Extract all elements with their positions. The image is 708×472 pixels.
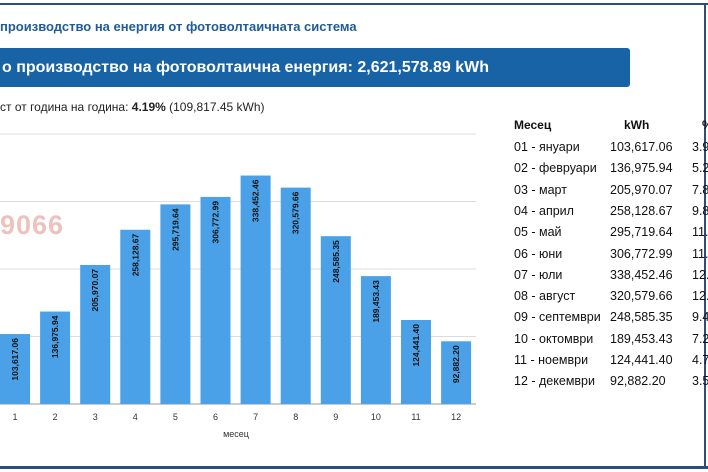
bar: [120, 229, 151, 404]
table-row: 01 - януари 103,617.06 3.9: [500, 140, 708, 161]
growth-prefix: ст от година на година:: [0, 100, 132, 114]
table-cell-kwh: 295,719.64: [610, 225, 673, 240]
table-cell-pct: 9.8: [692, 203, 708, 218]
x-axis-label: месец: [223, 429, 249, 439]
table-header-month: Месец: [514, 118, 552, 132]
table-cell-pct: 11.:: [692, 225, 708, 240]
table-header-pct: %: [702, 118, 708, 132]
growth-absolute: (109,817.45 kWh): [165, 100, 265, 114]
table-row: 07 - юли 338,452.46 12.9: [500, 268, 708, 289]
table-cell-month: 06 - юни: [514, 246, 563, 261]
bar-value-label: 103,617.06: [10, 338, 20, 381]
bar: [320, 236, 351, 404]
table-row: 02 - февруари 136,975.94 5.2: [500, 161, 708, 182]
table-cell-kwh: 306,772.99: [610, 246, 673, 261]
table-cell-pct: 9.4: [692, 310, 708, 325]
bar-value-label: 258,128.67: [130, 233, 140, 276]
x-tick-label: 5: [173, 412, 178, 422]
bar: [441, 341, 472, 404]
x-tick-label: 4: [133, 412, 138, 422]
table-cell-pct: 5.2: [692, 161, 708, 176]
table-header-kwh: kWh: [624, 118, 650, 132]
table-cell-month: 07 - юли: [514, 267, 563, 282]
table-cell-kwh: 103,617.06: [610, 140, 673, 154]
table-cell-month: 11 - ноември: [514, 353, 589, 367]
monthly-production-chart: 103,617.06 1 136,975.94 2 205,970.07 3 258,128…: [0, 133, 476, 439]
table-cell-kwh: 338,452.46: [610, 267, 673, 282]
table-cell-kwh: 258,128.67: [610, 203, 673, 218]
x-tick-label: 12: [451, 412, 461, 422]
bar-value-label: 205,970.07: [90, 269, 100, 312]
table-cell-kwh: 92,882.20: [610, 374, 666, 389]
x-tick-label: 8: [293, 412, 298, 422]
bar: [240, 175, 271, 404]
bar: [280, 187, 311, 404]
table-cell-pct: 12.9: [692, 267, 708, 282]
frame-top-border: [0, 3, 708, 5]
bar-value-label: 320,579.66: [291, 191, 301, 234]
table-row: 04 - април 258,128.67 9.8: [500, 204, 708, 225]
table-cell-month: 03 - март: [514, 182, 567, 197]
table-cell-pct: 7.2: [692, 331, 708, 346]
table-cell-kwh: 124,441.40: [610, 353, 673, 367]
bar-value-label: 248,585.35: [331, 240, 341, 283]
table-row: 06 - юни 306,772.99 11.7: [500, 247, 708, 268]
table-cell-kwh: 248,585.35: [610, 310, 673, 325]
table-row: 05 - май 295,719.64 11.:: [500, 225, 708, 246]
bar: [160, 204, 191, 404]
table-row: 03 - март 205,970.07 7.8: [500, 183, 708, 204]
x-tick-label: 6: [213, 412, 218, 422]
bar: [80, 264, 111, 404]
bar-value-label: 295,719.64: [170, 208, 180, 251]
bar: [0, 334, 30, 404]
x-tick-label: 7: [253, 412, 258, 422]
table-cell-month: 12 - декември: [514, 374, 595, 389]
table-row: 08 - август 320,579.66 12.2: [500, 289, 708, 310]
bar-value-label: 136,975.94: [50, 315, 60, 358]
table-row: 10 - октомври 189,453.43 7.2: [500, 332, 708, 353]
table-cell-pct: 12.2: [692, 289, 708, 304]
table-row: 11 - ноември 124,441.40 4.7: [500, 353, 708, 374]
growth-percent: 4.19%: [131, 100, 166, 114]
table-cell-month: 09 - септември: [514, 310, 601, 325]
x-tick-label: 9: [333, 412, 338, 422]
bar: [401, 320, 431, 404]
x-tick-label: 11: [411, 412, 420, 422]
frame-bottom-border: [0, 466, 708, 469]
total-production-banner: о производство на фотоволтаична енергия:…: [0, 48, 630, 87]
table-cell-month: 04 - април: [514, 203, 574, 218]
bar-value-label: 306,772.99: [211, 201, 221, 244]
bar-value-label: 92,882.20: [451, 345, 461, 383]
x-tick-label: 3: [93, 412, 98, 422]
table-cell-kwh: 189,453.43: [610, 331, 673, 346]
x-tick-label: 1: [12, 412, 17, 422]
table-row: 12 - декември 92,882.20 3.5: [500, 374, 708, 395]
table-cell-pct: 7.8: [692, 182, 708, 197]
x-tick-label: 2: [53, 412, 58, 422]
table-cell-pct: 11.7: [692, 246, 708, 261]
table-cell-kwh: 320,579.66: [610, 289, 673, 304]
year-over-year-growth: ст от година на година: 4.19% (109,817.4…: [0, 100, 265, 114]
table-cell-month: 05 - май: [514, 225, 562, 240]
table-cell-month: 01 - януари: [514, 140, 580, 154]
x-tick-label: 10: [371, 412, 381, 422]
table-cell-pct: 3.5: [692, 374, 708, 389]
table-cell-month: 10 - октомври: [514, 331, 594, 346]
bar-value-label: 124,441.40: [411, 324, 421, 367]
bar: [200, 196, 231, 404]
table-cell-pct: 3.9: [692, 140, 708, 154]
table-cell-month: 08 - август: [514, 289, 576, 304]
bar: [360, 276, 391, 404]
table-row: 09 - септември 248,585.35 9.4: [500, 310, 708, 331]
bar: [40, 311, 71, 404]
frame-right-border: [704, 3, 706, 469]
table-cell-month: 02 - февруари: [514, 161, 597, 176]
table-cell-kwh: 136,975.94: [610, 161, 673, 176]
bar-value-label: 189,453.43: [371, 280, 381, 323]
section-title: производство на енергия от фотоволтаична…: [0, 19, 357, 34]
table-cell-kwh: 205,970.07: [610, 182, 673, 197]
table-cell-pct: 4.7: [692, 353, 708, 367]
bar-value-label: 338,452.46: [251, 179, 261, 222]
watermark: 9066: [0, 210, 65, 240]
